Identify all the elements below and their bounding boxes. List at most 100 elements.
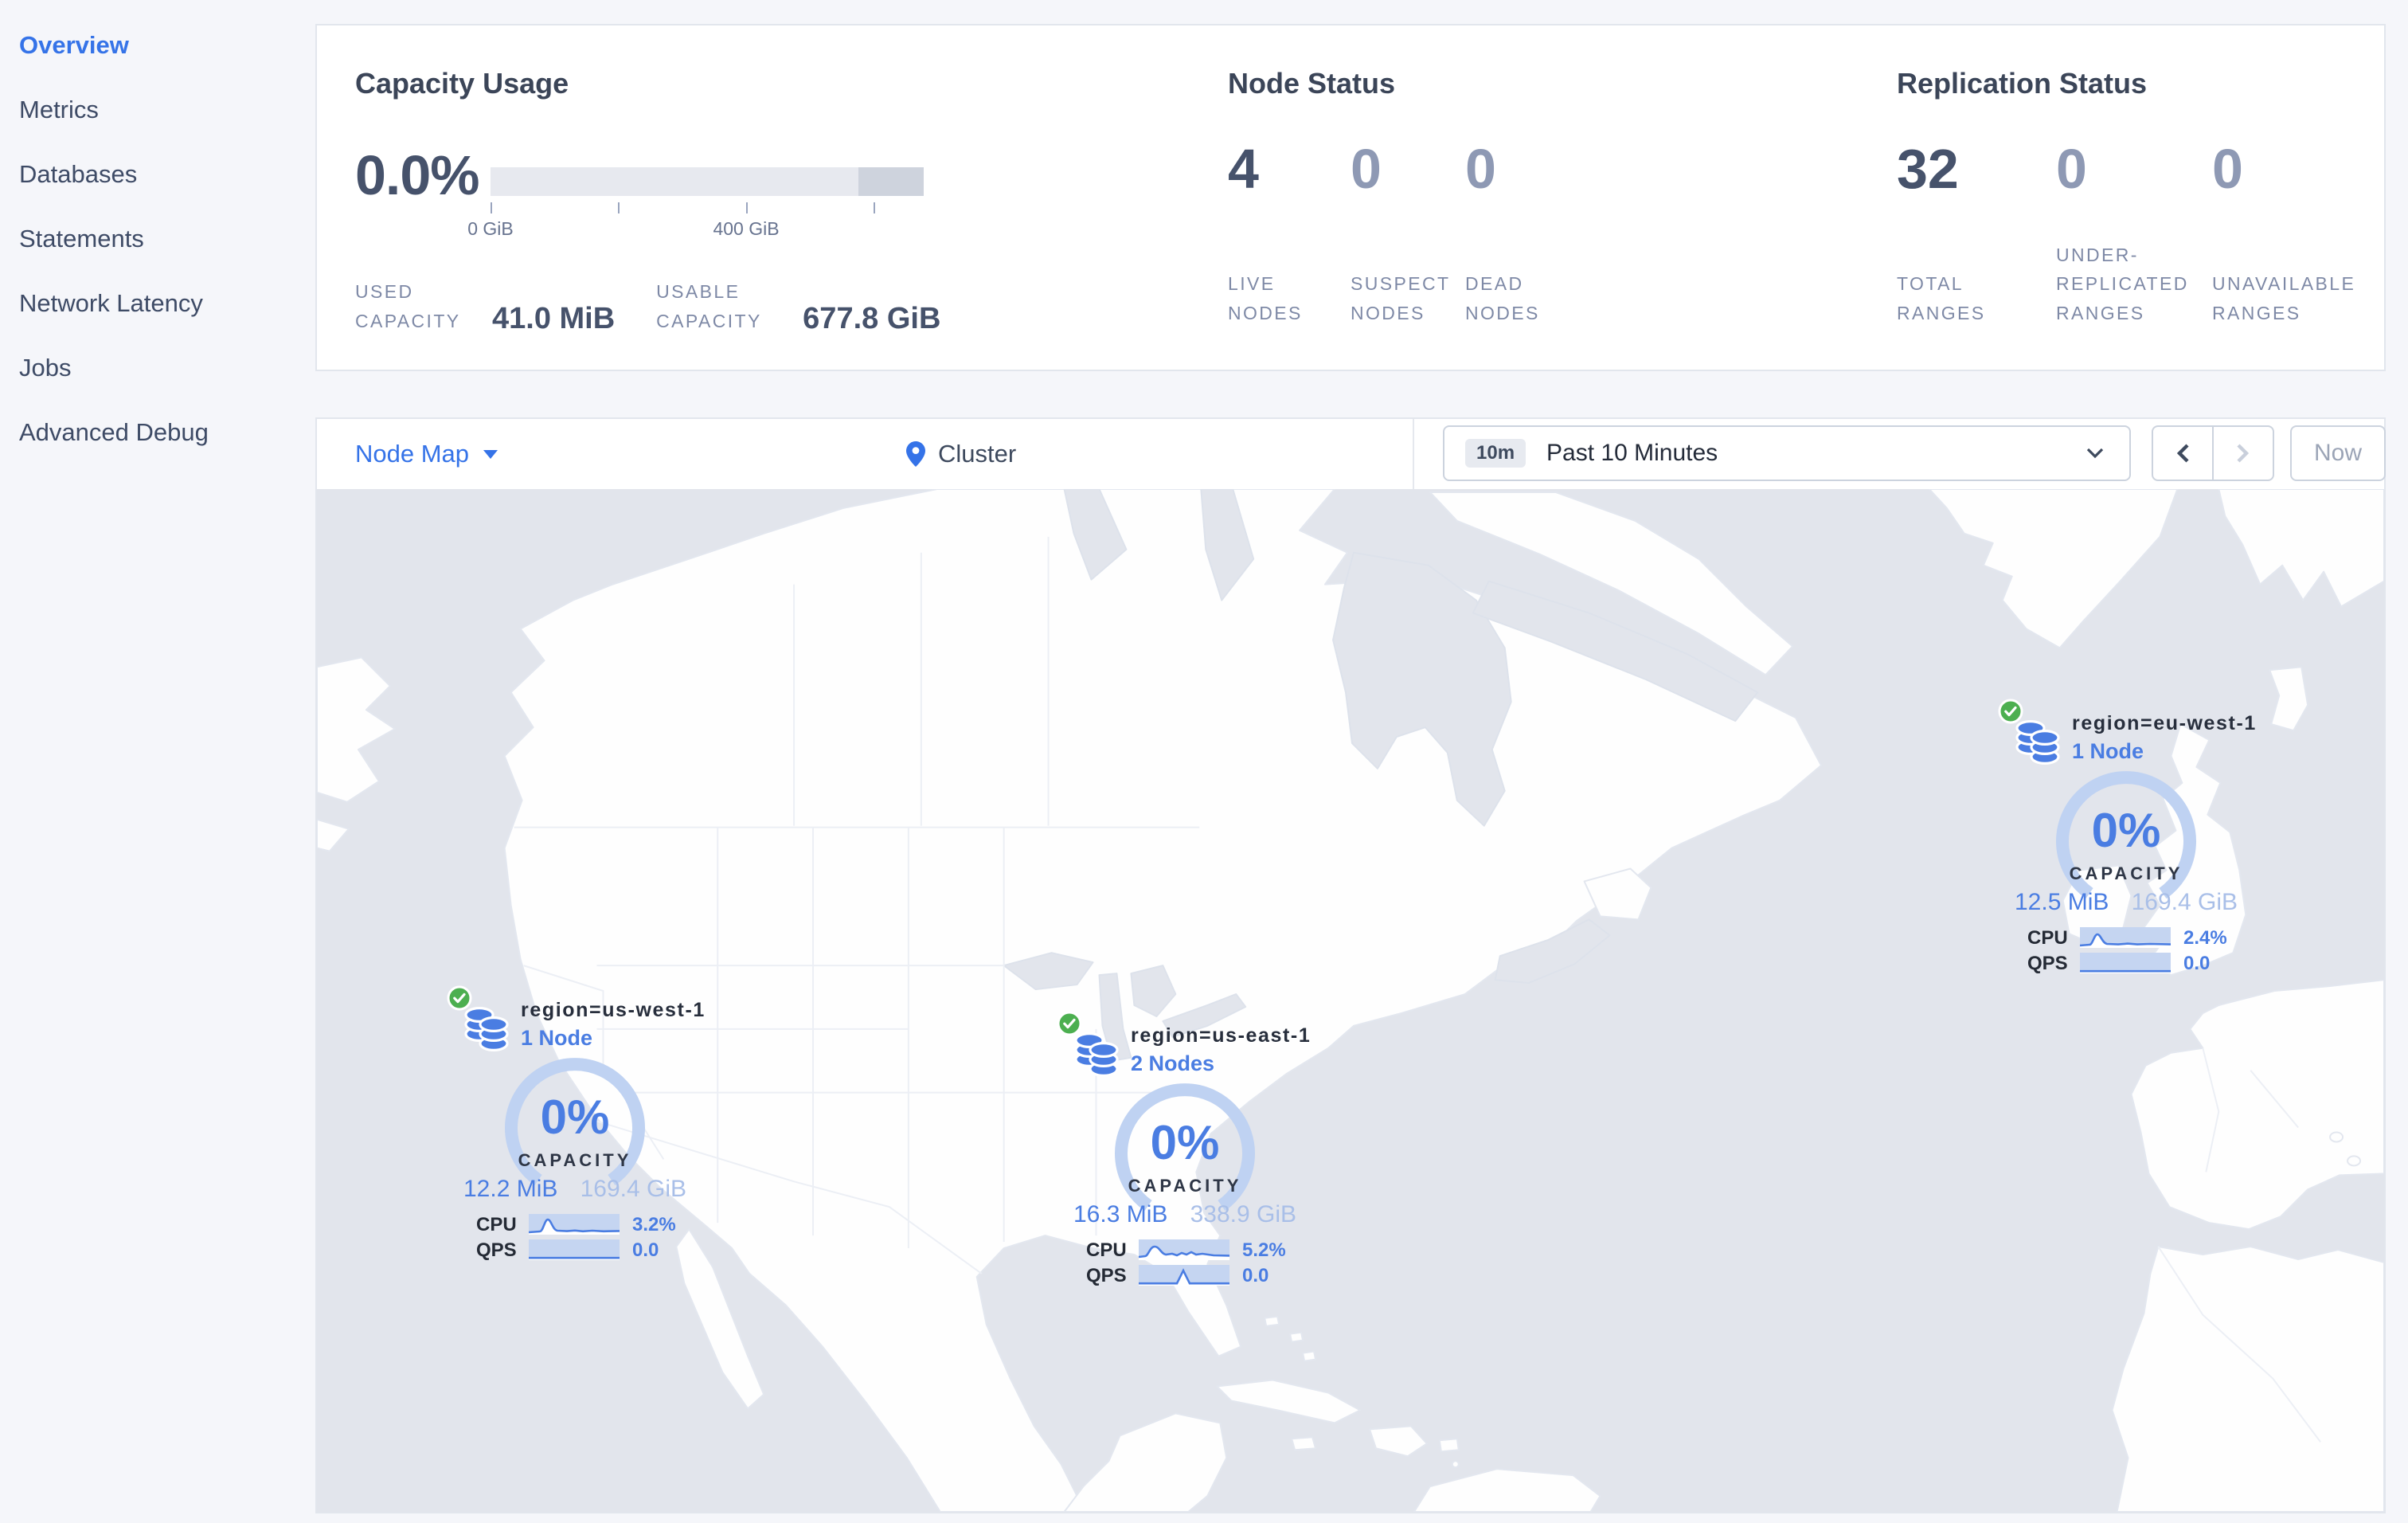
capacity-gauge-percent: 0% (2091, 804, 2161, 857)
capacity-tick-label-0: 0 GiB (467, 218, 514, 239)
total-ranges-label: TOTAL RANGES (1897, 273, 1986, 324)
chevron-right-icon (2237, 444, 2250, 463)
cpu-row: CPU 5.2% (1065, 1239, 1304, 1262)
map-toolbar: Node Map Cluster 10m Past 10 Minutes (317, 419, 2386, 491)
qps-value: 0.0 (1242, 1265, 1269, 1286)
total-capacity-value: 169.4 GiB (580, 1176, 686, 1202)
total-capacity-value: 338.9 GiB (1190, 1201, 1296, 1227)
breadcrumb[interactable]: Cluster (906, 419, 1016, 489)
sidebar-item-jobs[interactable]: Jobs (19, 353, 72, 382)
total-capacity-value: 169.4 GiB (2131, 889, 2238, 915)
time-range-selector[interactable]: 10m Past 10 Minutes (1443, 425, 2131, 481)
qps-row: QPS 0.0 (455, 1239, 694, 1262)
healthy-check-icon (447, 985, 472, 1011)
cpu-label: CPU (476, 1214, 517, 1235)
capacity-gauge-label: CAPACITY (518, 1150, 632, 1170)
qps-value: 0.0 (2183, 953, 2211, 974)
capacity-stats: USED CAPACITY 41.0 MiB USABLE CAPACITY 6… (355, 277, 940, 336)
map-pin-icon (906, 441, 925, 467)
sidebar: Overview Metrics Databases Statements Ne… (0, 0, 315, 1523)
sidebar-item-statements[interactable]: Statements (19, 224, 144, 253)
capacity-tick (874, 202, 875, 213)
node-status-title: Node Status (1228, 67, 1396, 100)
capacity-gauge-arc (2056, 771, 2196, 899)
time-prev-button[interactable] (2153, 427, 2214, 480)
used-capacity-value: 41.0 MiB (492, 301, 616, 335)
capacity-usage-title: Capacity Usage (355, 67, 569, 100)
chevron-down-icon (483, 449, 498, 459)
used-capacity-label: USED CAPACITY (355, 281, 461, 331)
cpu-row: CPU 2.4% (2007, 927, 2246, 949)
node-map-panel: Node Map Cluster 10m Past 10 Minutes (315, 417, 2386, 1513)
view-selector-label: Node Map (355, 440, 470, 468)
capacity-gauge-percent: 0% (1150, 1116, 1220, 1169)
breadcrumb-label: Cluster (938, 440, 1017, 468)
qps-sparkline (529, 1239, 620, 1260)
database-nodes-icon (464, 1007, 509, 1051)
unavailable-ranges-label: UNAVAILABLE RANGES (2212, 273, 2356, 324)
region-marker-us-east-1[interactable]: region=us-east-1 2 Nodes 0% CAPACITY 16.… (1057, 1011, 1310, 1292)
sidebar-item-advanced-debug[interactable]: Advanced Debug (19, 417, 209, 446)
used-value: 16.3 MiB (1073, 1201, 1168, 1227)
time-pager (2152, 425, 2274, 481)
unavailable-ranges-value: 0 (2212, 138, 2243, 200)
time-next-button[interactable] (2214, 427, 2273, 480)
sidebar-item-network-latency[interactable]: Network Latency (19, 288, 203, 317)
qps-sparkline (1139, 1265, 1229, 1286)
chevron-down-icon (2086, 448, 2104, 459)
live-nodes-value: 4 (1228, 138, 1259, 200)
total-ranges-value: 32 (1897, 138, 1959, 200)
region-title: region=eu-west-1 (2072, 712, 2257, 734)
healthy-check-icon (1057, 1011, 1082, 1036)
suspect-nodes-value: 0 (1351, 138, 1382, 200)
capacity-tick-label-400: 400 GiB (713, 218, 780, 239)
capacity-bar (491, 167, 924, 196)
cpu-row: CPU 3.2% (455, 1214, 694, 1236)
healthy-check-icon (1998, 699, 2023, 724)
qps-label: QPS (2027, 953, 2068, 974)
cpu-label: CPU (1086, 1239, 1127, 1261)
sidebar-item-overview[interactable]: Overview (19, 30, 129, 59)
used-value: 12.5 MiB (2015, 889, 2109, 915)
toolbar-divider (1413, 419, 1414, 489)
time-range-label: Past 10 Minutes (1546, 440, 1718, 466)
capacity-gauge-label: CAPACITY (1128, 1176, 1242, 1196)
capacity-tick (618, 202, 620, 213)
dead-nodes-value: 0 (1465, 138, 1496, 200)
region-title: region=us-east-1 (1131, 1024, 1312, 1047)
region-nodes-link[interactable]: 1 Node (521, 1026, 593, 1050)
chevron-left-icon (2176, 444, 2189, 463)
time-range-badge: 10m (1465, 439, 1526, 468)
database-nodes-icon (1074, 1032, 1119, 1077)
cluster-summary-panel: Capacity Usage 0.0% 0 GiB 400 GiB USED C… (315, 24, 2386, 371)
cpu-value: 2.4% (2183, 927, 2227, 949)
region-nodes-link[interactable]: 2 Nodes (1131, 1051, 1215, 1075)
now-button[interactable]: Now (2290, 425, 2386, 481)
usable-capacity-label: USABLE CAPACITY (656, 281, 762, 331)
qps-value: 0.0 (632, 1239, 659, 1261)
region-marker-eu-west-1[interactable]: region=eu-west-1 1 Node 0% CAPACITY 12.5… (1998, 699, 2255, 980)
replication-status-title: Replication Status (1897, 67, 2148, 100)
capacity-tick (491, 202, 492, 213)
qps-row: QPS 0.0 (1065, 1265, 1304, 1287)
view-selector-dropdown[interactable]: Node Map (355, 419, 498, 489)
cpu-sparkline (529, 1214, 620, 1235)
capacity-percent: 0.0% (355, 144, 480, 206)
qps-label: QPS (1086, 1265, 1127, 1286)
cpu-sparkline (2080, 927, 2171, 948)
sidebar-item-databases[interactable]: Databases (19, 159, 138, 188)
under-replicated-ranges-label: UNDER-REPLICATED RANGES (2056, 244, 2189, 324)
database-nodes-icon (2015, 720, 2060, 765)
capacity-gauge-arc (505, 1058, 645, 1186)
live-nodes-label: LIVE NODES (1228, 273, 1303, 324)
qps-row: QPS 0.0 (2007, 953, 2246, 975)
region-marker-us-west-1[interactable]: region=us-west-1 1 Node 0% CAPACITY 12.2… (447, 985, 704, 1267)
qps-label: QPS (476, 1239, 517, 1261)
suspect-nodes-label: SUSPECT NODES (1351, 273, 1451, 324)
node-map[interactable]: region=us-west-1 1 Node 0% CAPACITY 12.2… (317, 489, 2384, 1512)
region-nodes-link[interactable]: 1 Node (2072, 739, 2144, 763)
sidebar-item-metrics[interactable]: Metrics (19, 95, 99, 123)
cpu-value: 5.2% (1242, 1239, 1286, 1261)
capacity-gauge-arc (1115, 1083, 1255, 1212)
